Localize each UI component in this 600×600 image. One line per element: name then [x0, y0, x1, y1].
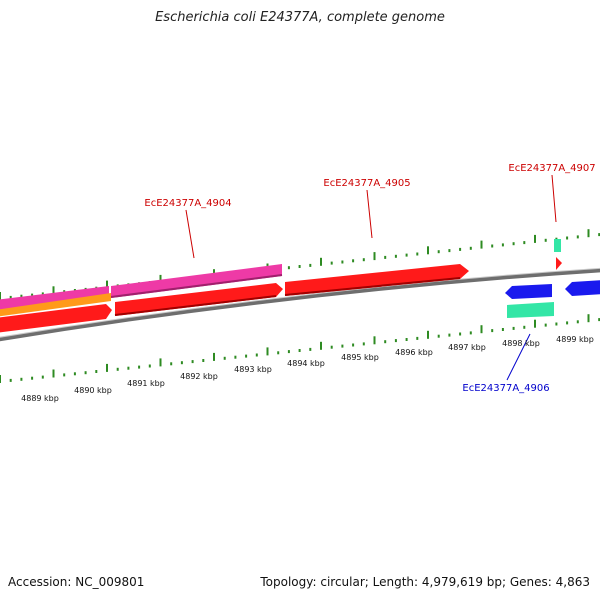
gene-red-4907[interactable]	[556, 257, 562, 270]
scale-label: 4898 kbp	[502, 339, 540, 348]
gene-magenta-4904[interactable]	[111, 264, 282, 298]
genome-summary-text: Topology: circular; Length: 4,979,619 bp…	[260, 575, 590, 589]
gene-blue-right[interactable]	[565, 280, 600, 296]
gene-label-4907[interactable]: EcE24377A_4907	[508, 163, 595, 174]
gene-cyan-4907[interactable]	[554, 239, 561, 252]
gene-orange[interactable]	[0, 293, 111, 317]
scale-label: 4890 kbp	[74, 386, 112, 395]
scale-label: 4894 kbp	[287, 359, 325, 368]
map-title: Escherichia coli E24377A, complete genom…	[155, 10, 445, 25]
gene-red-4904[interactable]	[115, 283, 283, 316]
callout-4905	[366, 189, 373, 239]
gene-red-left[interactable]	[0, 304, 112, 333]
genome-backbone	[0, 268, 600, 342]
inner-tick-row	[0, 314, 600, 383]
scale-label: 4889 kbp	[21, 394, 59, 403]
scale-label: 4892 kbp	[180, 372, 218, 381]
scale-label: 4893 kbp	[234, 365, 272, 374]
gene-label-4905[interactable]: EcE24377A_4905	[323, 178, 410, 189]
scale-label: 4899 kbp	[556, 335, 594, 344]
scale-labels: 4889 kbp 4890 kbp 4891 kbp 4892 kbp 4893…	[21, 335, 594, 403]
gene-blue-4906[interactable]	[505, 284, 552, 299]
callout-4906	[506, 333, 531, 381]
gene-label-4906[interactable]: EcE24377A_4906	[462, 383, 549, 394]
gene-cyan-4906[interactable]	[507, 302, 554, 318]
scale-label: 4895 kbp	[341, 353, 379, 362]
scale-label: 4897 kbp	[448, 343, 486, 352]
scale-label: 4896 kbp	[395, 348, 433, 357]
gene-magenta-left[interactable]	[0, 286, 109, 311]
callout-4904	[185, 209, 195, 259]
scale-label: 4891 kbp	[127, 379, 165, 388]
accession-text: Accession: NC_009801	[8, 575, 145, 589]
gene-red-4905[interactable]	[285, 264, 469, 296]
callout-4907	[551, 174, 557, 223]
gene-label-4904[interactable]: EcE24377A_4904	[144, 198, 231, 209]
